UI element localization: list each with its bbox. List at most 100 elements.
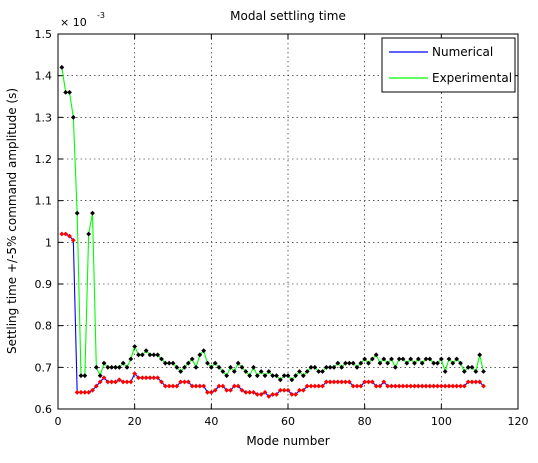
data-point-numerical (339, 379, 345, 385)
data-point-numerical (354, 383, 360, 389)
data-point-numerical (258, 392, 264, 397)
data-point-numerical (289, 392, 295, 397)
data-point-numerical (469, 379, 475, 385)
data-point-numerical (262, 389, 268, 395)
data-point-experimental (454, 356, 460, 362)
data-point-experimental (170, 360, 176, 366)
data-point-experimental (320, 369, 325, 374)
data-point-numerical (323, 379, 329, 385)
data-point-numerical (297, 387, 302, 393)
data-point-experimental (293, 373, 299, 379)
y-tick-label: 0.6 (35, 403, 53, 416)
data-point-numerical (331, 379, 337, 385)
data-point-numerical (266, 394, 272, 399)
data-point-numerical (235, 383, 241, 389)
data-point-numerical (247, 389, 253, 395)
y-multiplier-label: × 10 (60, 16, 87, 29)
data-point-experimental (481, 369, 486, 374)
data-point-numerical (358, 383, 364, 389)
data-point-numerical (97, 379, 103, 385)
data-point-experimental (235, 360, 241, 366)
data-point-numerical (431, 383, 437, 389)
data-point-experimental (446, 356, 452, 362)
data-point-experimental (270, 373, 276, 379)
y-tick-label: 1.2 (35, 153, 53, 166)
data-point-experimental (109, 364, 115, 370)
x-tick-label: 60 (281, 415, 295, 428)
data-point-numerical (224, 387, 230, 393)
data-point-experimental (431, 360, 437, 366)
data-point-experimental (369, 356, 375, 362)
data-point-experimental (385, 360, 391, 366)
data-point-experimental (450, 360, 456, 366)
data-point-numerical (408, 383, 414, 389)
data-point-experimental (354, 364, 360, 370)
data-point-numerical (308, 383, 314, 389)
data-point-experimental (86, 231, 92, 237)
data-point-numerical (442, 383, 448, 389)
data-point-numerical (377, 383, 383, 389)
y-tick-label: 1 (45, 236, 52, 249)
data-point-numerical (293, 392, 299, 397)
data-point-experimental (358, 360, 364, 366)
data-point-experimental (438, 356, 444, 362)
y-tick-label: 1.4 (35, 70, 53, 83)
data-point-experimental (373, 352, 379, 358)
data-point-numerical (113, 379, 118, 385)
y-tick-label: 1.3 (35, 111, 53, 124)
data-point-numerical (170, 383, 176, 389)
x-tick-label: 120 (508, 415, 529, 428)
data-point-experimental (166, 360, 172, 366)
data-point-numerical (143, 375, 149, 381)
data-point-numerical (270, 392, 276, 397)
data-point-experimental (90, 210, 95, 216)
data-point-numerical (312, 383, 318, 389)
data-point-numerical (477, 379, 483, 385)
data-point-numerical (166, 383, 172, 389)
data-point-numerical (109, 379, 115, 385)
data-point-experimental (201, 348, 207, 354)
x-tick-label: 20 (128, 415, 142, 428)
data-point-experimental (178, 369, 184, 374)
data-point-experimental (366, 360, 371, 366)
data-point-numerical (182, 379, 187, 385)
data-point-numerical (285, 387, 291, 393)
data-point-numerical (438, 383, 444, 389)
y-tick-label: 1.1 (35, 195, 53, 208)
data-point-numerical (228, 387, 233, 393)
data-point-experimental (316, 369, 322, 374)
data-point-numerical (381, 379, 387, 385)
data-point-numerical (335, 379, 341, 385)
data-point-experimental (155, 352, 161, 358)
data-point-numerical (162, 383, 168, 389)
data-point-experimental (461, 369, 467, 374)
data-point-numerical (316, 383, 322, 389)
data-point-numerical (216, 383, 222, 389)
data-point-experimental (82, 373, 88, 379)
data-point-numerical (120, 379, 126, 385)
data-point-numerical (90, 387, 95, 393)
x-tick-label: 100 (431, 415, 452, 428)
data-point-experimental (350, 360, 356, 366)
data-point-numerical (320, 383, 325, 389)
data-point-numerical (400, 383, 406, 389)
legend-label-experimental: Experimental (432, 71, 512, 85)
data-point-experimental (435, 360, 440, 366)
data-point-numerical (185, 379, 191, 385)
data-point-experimental (212, 360, 218, 366)
grid (58, 34, 518, 409)
data-point-experimental (63, 89, 69, 95)
data-point-experimental (327, 364, 333, 370)
data-point-numerical (366, 379, 371, 385)
data-point-numerical (220, 383, 226, 389)
data-point-numerical (151, 375, 157, 381)
data-point-experimental (174, 364, 180, 370)
data-point-experimental (389, 356, 394, 362)
data-point-experimental (323, 364, 329, 370)
data-point-experimental (243, 369, 249, 374)
data-point-experimental (205, 360, 210, 366)
data-point-experimental (105, 364, 111, 370)
data-point-experimental (124, 364, 130, 370)
